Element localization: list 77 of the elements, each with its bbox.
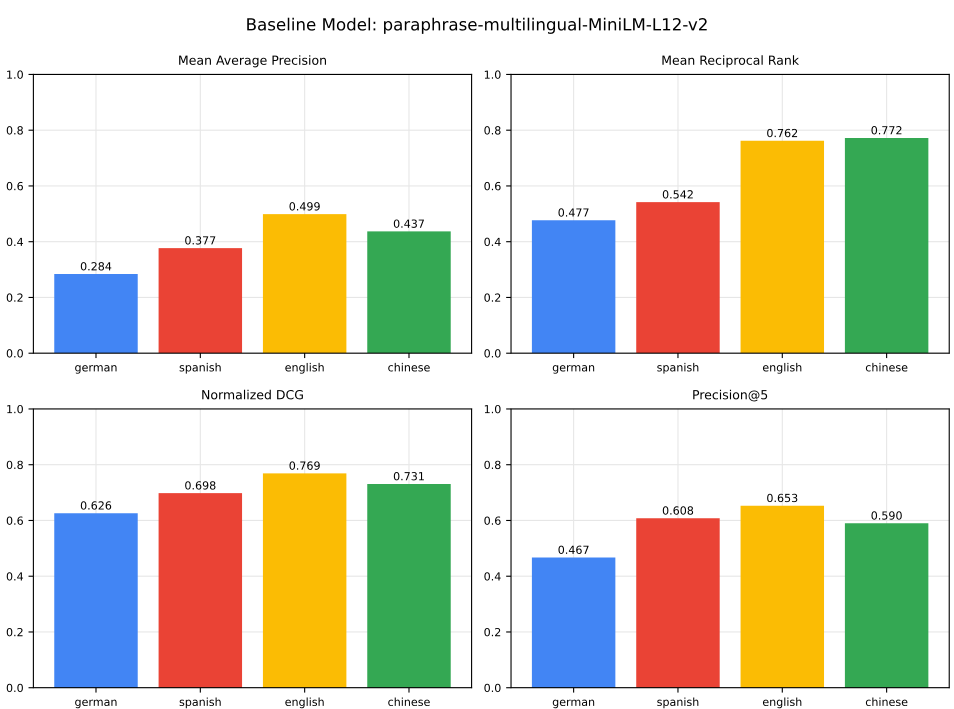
- y-tick-label: 0.0: [6, 684, 23, 692]
- data-label: 0.477: [558, 208, 589, 217]
- data-label: 0.653: [767, 494, 798, 502]
- y-tick-label: 0.8: [6, 126, 23, 135]
- bar: [844, 523, 928, 688]
- bar: [54, 274, 138, 354]
- data-label: 0.437: [394, 219, 424, 228]
- bar: [158, 493, 242, 688]
- x-tick-label: chinese: [388, 697, 430, 706]
- x-tick-label: german: [75, 700, 117, 708]
- chart-title: Mean Average Precision: [179, 55, 326, 68]
- y-tick-label: 1.0: [484, 70, 501, 79]
- x-tick-label: spanish: [657, 362, 698, 374]
- x-tick-label: chinese: [388, 362, 430, 372]
- y-tick-label: 0.0: [484, 684, 501, 692]
- y-tick-label: 0.8: [6, 460, 23, 470]
- data-label: 0.626: [80, 501, 112, 510]
- y-tick-label: 0.2: [484, 628, 500, 636]
- data-label: 0.769: [289, 461, 320, 470]
- y-tick-label: 0.2: [6, 628, 23, 636]
- x-tick-label: german: [75, 365, 117, 374]
- bar: [636, 202, 720, 354]
- data-label: 0.731: [394, 472, 424, 480]
- data-label: 0.467: [558, 546, 589, 554]
- data-label: 0.284: [80, 262, 112, 270]
- y-tick-label: 0.8: [484, 460, 501, 470]
- data-label: 0.772: [871, 126, 902, 134]
- bar: [532, 558, 616, 688]
- x-tick-label: chinese: [866, 362, 908, 372]
- x-tick-label: english: [762, 697, 802, 708]
- chart-title: Mean Reciprocal Rank: [662, 55, 800, 68]
- data-label: 0.608: [662, 506, 694, 515]
- y-tick-label: 0.6: [6, 182, 23, 190]
- y-tick-label: 1.0: [484, 404, 501, 414]
- y-tick-label: 0.0: [6, 349, 23, 358]
- y-tick-label: 0.4: [6, 238, 24, 246]
- x-tick-label: german: [552, 365, 594, 374]
- y-tick-label: 0.2: [6, 293, 23, 302]
- chart-title: Precision@5: [693, 390, 768, 402]
- y-tick-label: 1.0: [7, 404, 23, 414]
- y-tick-label: 0.0: [484, 349, 501, 358]
- x-tick-label: chinese: [866, 697, 908, 706]
- x-tick-label: english: [285, 362, 324, 374]
- bar: [158, 248, 242, 354]
- data-label: 0.698: [185, 481, 216, 490]
- bar: [740, 506, 824, 688]
- text: Baseline Model: paraphrase-multilingual-MiniLM-L12-v2: [247, 18, 707, 34]
- bar: [262, 473, 346, 688]
- y-tick-label: 0.4: [484, 572, 501, 581]
- x-tick-label: spanish: [180, 697, 221, 708]
- bar: [367, 484, 451, 688]
- data-label: 0.762: [767, 128, 798, 138]
- data-label: 0.499: [289, 202, 320, 211]
- x-tick-label: english: [285, 697, 324, 708]
- x-tick-label: german: [552, 700, 594, 708]
- data-label: 0.377: [185, 236, 216, 245]
- chart-title: Normalized DCG: [202, 390, 303, 400]
- y-tick-label: 1.0: [7, 70, 23, 79]
- data-label: 0.542: [662, 190, 693, 199]
- bar: [367, 231, 451, 354]
- y-tick-label: 0.4: [484, 238, 501, 246]
- x-tick-label: spanish: [180, 362, 221, 374]
- bar: [54, 513, 138, 688]
- y-tick-label: 0.6: [484, 182, 501, 190]
- bar: [844, 138, 928, 354]
- y-tick-label: 0.4: [6, 572, 24, 581]
- y-tick-label: 0.2: [484, 293, 500, 302]
- x-tick-label: english: [762, 362, 802, 374]
- bar: [636, 518, 720, 688]
- bar: [740, 140, 824, 354]
- x-tick-label: spanish: [657, 697, 698, 708]
- y-tick-label: 0.8: [484, 126, 501, 135]
- y-tick-label: 0.6: [6, 516, 23, 525]
- y-tick-label: 0.6: [484, 516, 501, 525]
- bar: [262, 214, 346, 354]
- data-label: 0.590: [871, 511, 902, 520]
- bar: [532, 220, 616, 354]
